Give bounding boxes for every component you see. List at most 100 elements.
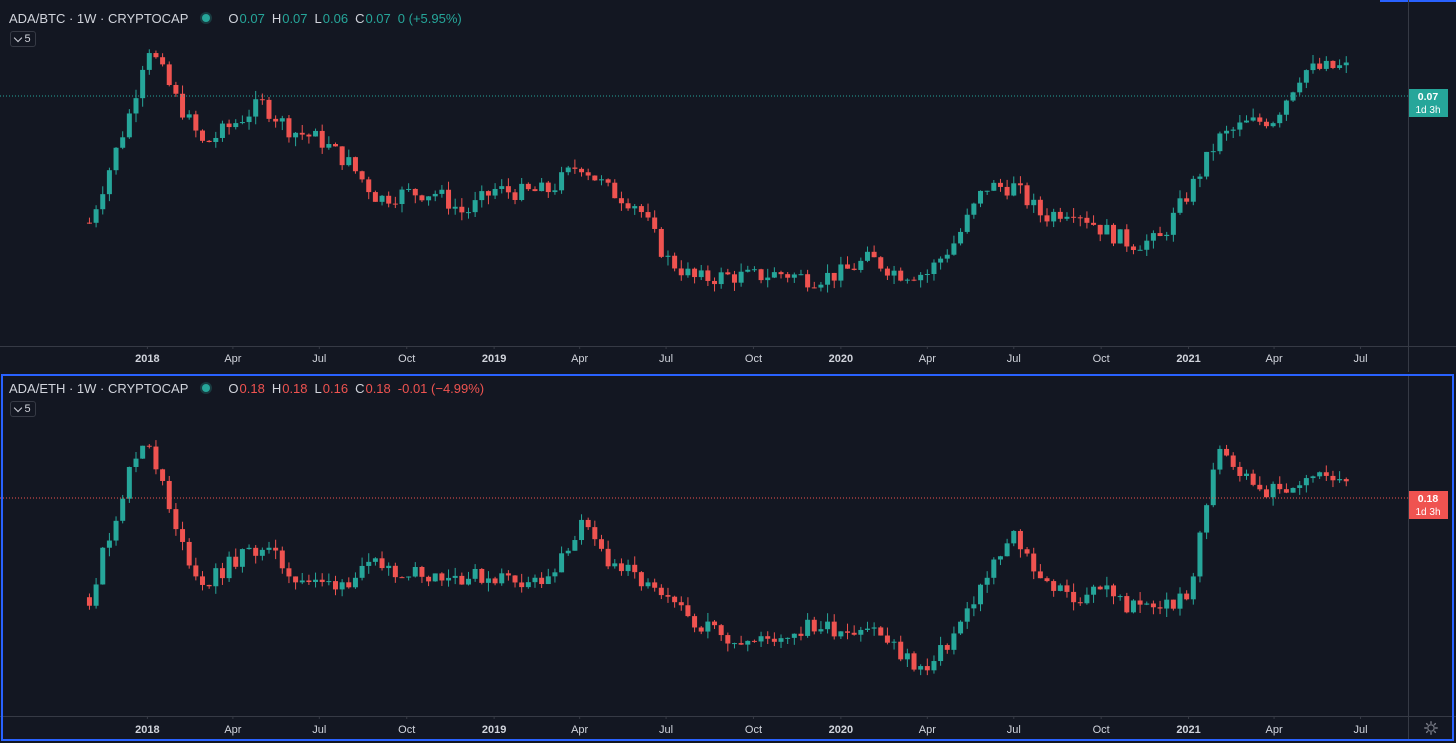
gear-icon[interactable] [1424,721,1438,735]
candle-body [293,576,299,583]
high-label: H [271,10,282,26]
low-label: L [314,380,322,396]
candle-body [379,195,385,202]
candle-body [419,195,425,201]
candle-body [818,629,824,632]
candle-body [226,123,232,128]
candle-body [1164,599,1170,609]
legend-ada-btc: ADA/BTC · 1W · CRYPTOCAP O 0.07 H 0.07 L 0.… [9,9,469,27]
candle-body [126,113,132,138]
close-value: 0.18 [365,380,391,396]
candle-body [233,556,239,567]
candle-body [1157,607,1163,609]
candle-body [1290,487,1296,493]
pane-1-plot: 2018 Apr Jul Oct 2019 Apr Jul Oct 2020 Apr Jul Oct 2… [0,0,1456,372]
candle-body [113,520,119,541]
x-tick-label: Apr [1265,724,1282,736]
candle-body [419,566,425,577]
candle-body [1124,229,1130,247]
candle-body [751,269,757,271]
candle-body [1204,505,1210,533]
low-value: 0.16 [322,380,349,396]
symbol-label[interactable]: ADA/ETH · 1W · CRYPTOCAP [9,380,189,396]
candle-body [1037,571,1043,579]
candle-body [731,643,737,645]
candle-body [738,271,744,283]
candle-body [705,621,711,632]
candle-body [864,251,870,261]
candle-body [472,200,478,213]
candle-body [293,132,299,138]
candle-body [878,627,884,636]
candle-body [279,118,285,122]
candle-body [685,605,691,617]
pane-ada-eth[interactable] [1,374,1454,741]
candle-body [678,268,684,276]
candle-body [984,190,990,192]
candle-body [206,140,212,143]
candle-body [1071,591,1077,603]
candle-body [519,582,525,588]
candles [86,440,1349,676]
candle-body [552,572,558,577]
x-tick-label: Apr [224,353,241,365]
candle-body [725,635,731,644]
candle-body [997,182,1003,187]
candle-body [718,625,724,636]
indicators-toggle-button[interactable]: 5 [10,401,36,417]
pane-ada-btc[interactable] [0,0,1456,372]
candle-body [592,175,598,181]
candle-body [1077,217,1083,219]
candle-body [432,193,438,197]
candle-body [585,172,591,176]
candle-body [1257,117,1263,122]
candle-body [446,189,452,209]
candle-body [1283,489,1289,493]
candle-body [545,182,551,193]
candle-body [86,597,92,606]
candle-body [825,621,831,630]
candle-body [652,582,658,588]
candle-body [392,203,398,205]
x-tick-label: 2020 [829,353,853,365]
open-label: O [228,380,239,396]
symbol-label[interactable]: ADA/BTC · 1W · CRYPTOCAP [9,10,189,26]
candle-body [891,270,897,276]
candle-body [1044,215,1050,222]
candle-body [412,188,418,196]
indicators-toggle-button[interactable]: 5 [10,31,36,47]
candle-body [186,541,192,566]
candle-body [665,255,671,257]
x-tick-label: Oct [1093,353,1110,365]
candle-body [199,576,205,585]
candle-body [778,272,784,275]
candle-body [1057,211,1063,219]
candle-body [1144,240,1150,250]
open-label: O [228,10,239,26]
bar-countdown: 1d 3h [1415,105,1440,116]
candle-body [86,222,92,224]
candle-body [406,188,412,190]
candle-body [632,564,638,573]
candle-body [199,130,205,141]
candle-body [951,633,957,650]
candle-body [180,93,186,118]
candle-body [612,563,618,567]
candle-body [705,270,711,281]
candle-body [831,272,837,281]
candle-body [565,167,571,173]
candle-body [313,130,319,137]
candle-body [532,577,538,583]
candle-body [665,595,671,597]
candle-body [93,584,99,606]
candle-body [1091,222,1097,225]
candle-body [1031,553,1037,572]
candle-body [239,122,245,124]
candle-body [1017,530,1023,550]
candle-body [505,186,511,193]
candle-body [658,228,664,257]
candle-body [93,209,99,223]
candle-body [1217,133,1223,152]
candle-body [1250,117,1256,121]
